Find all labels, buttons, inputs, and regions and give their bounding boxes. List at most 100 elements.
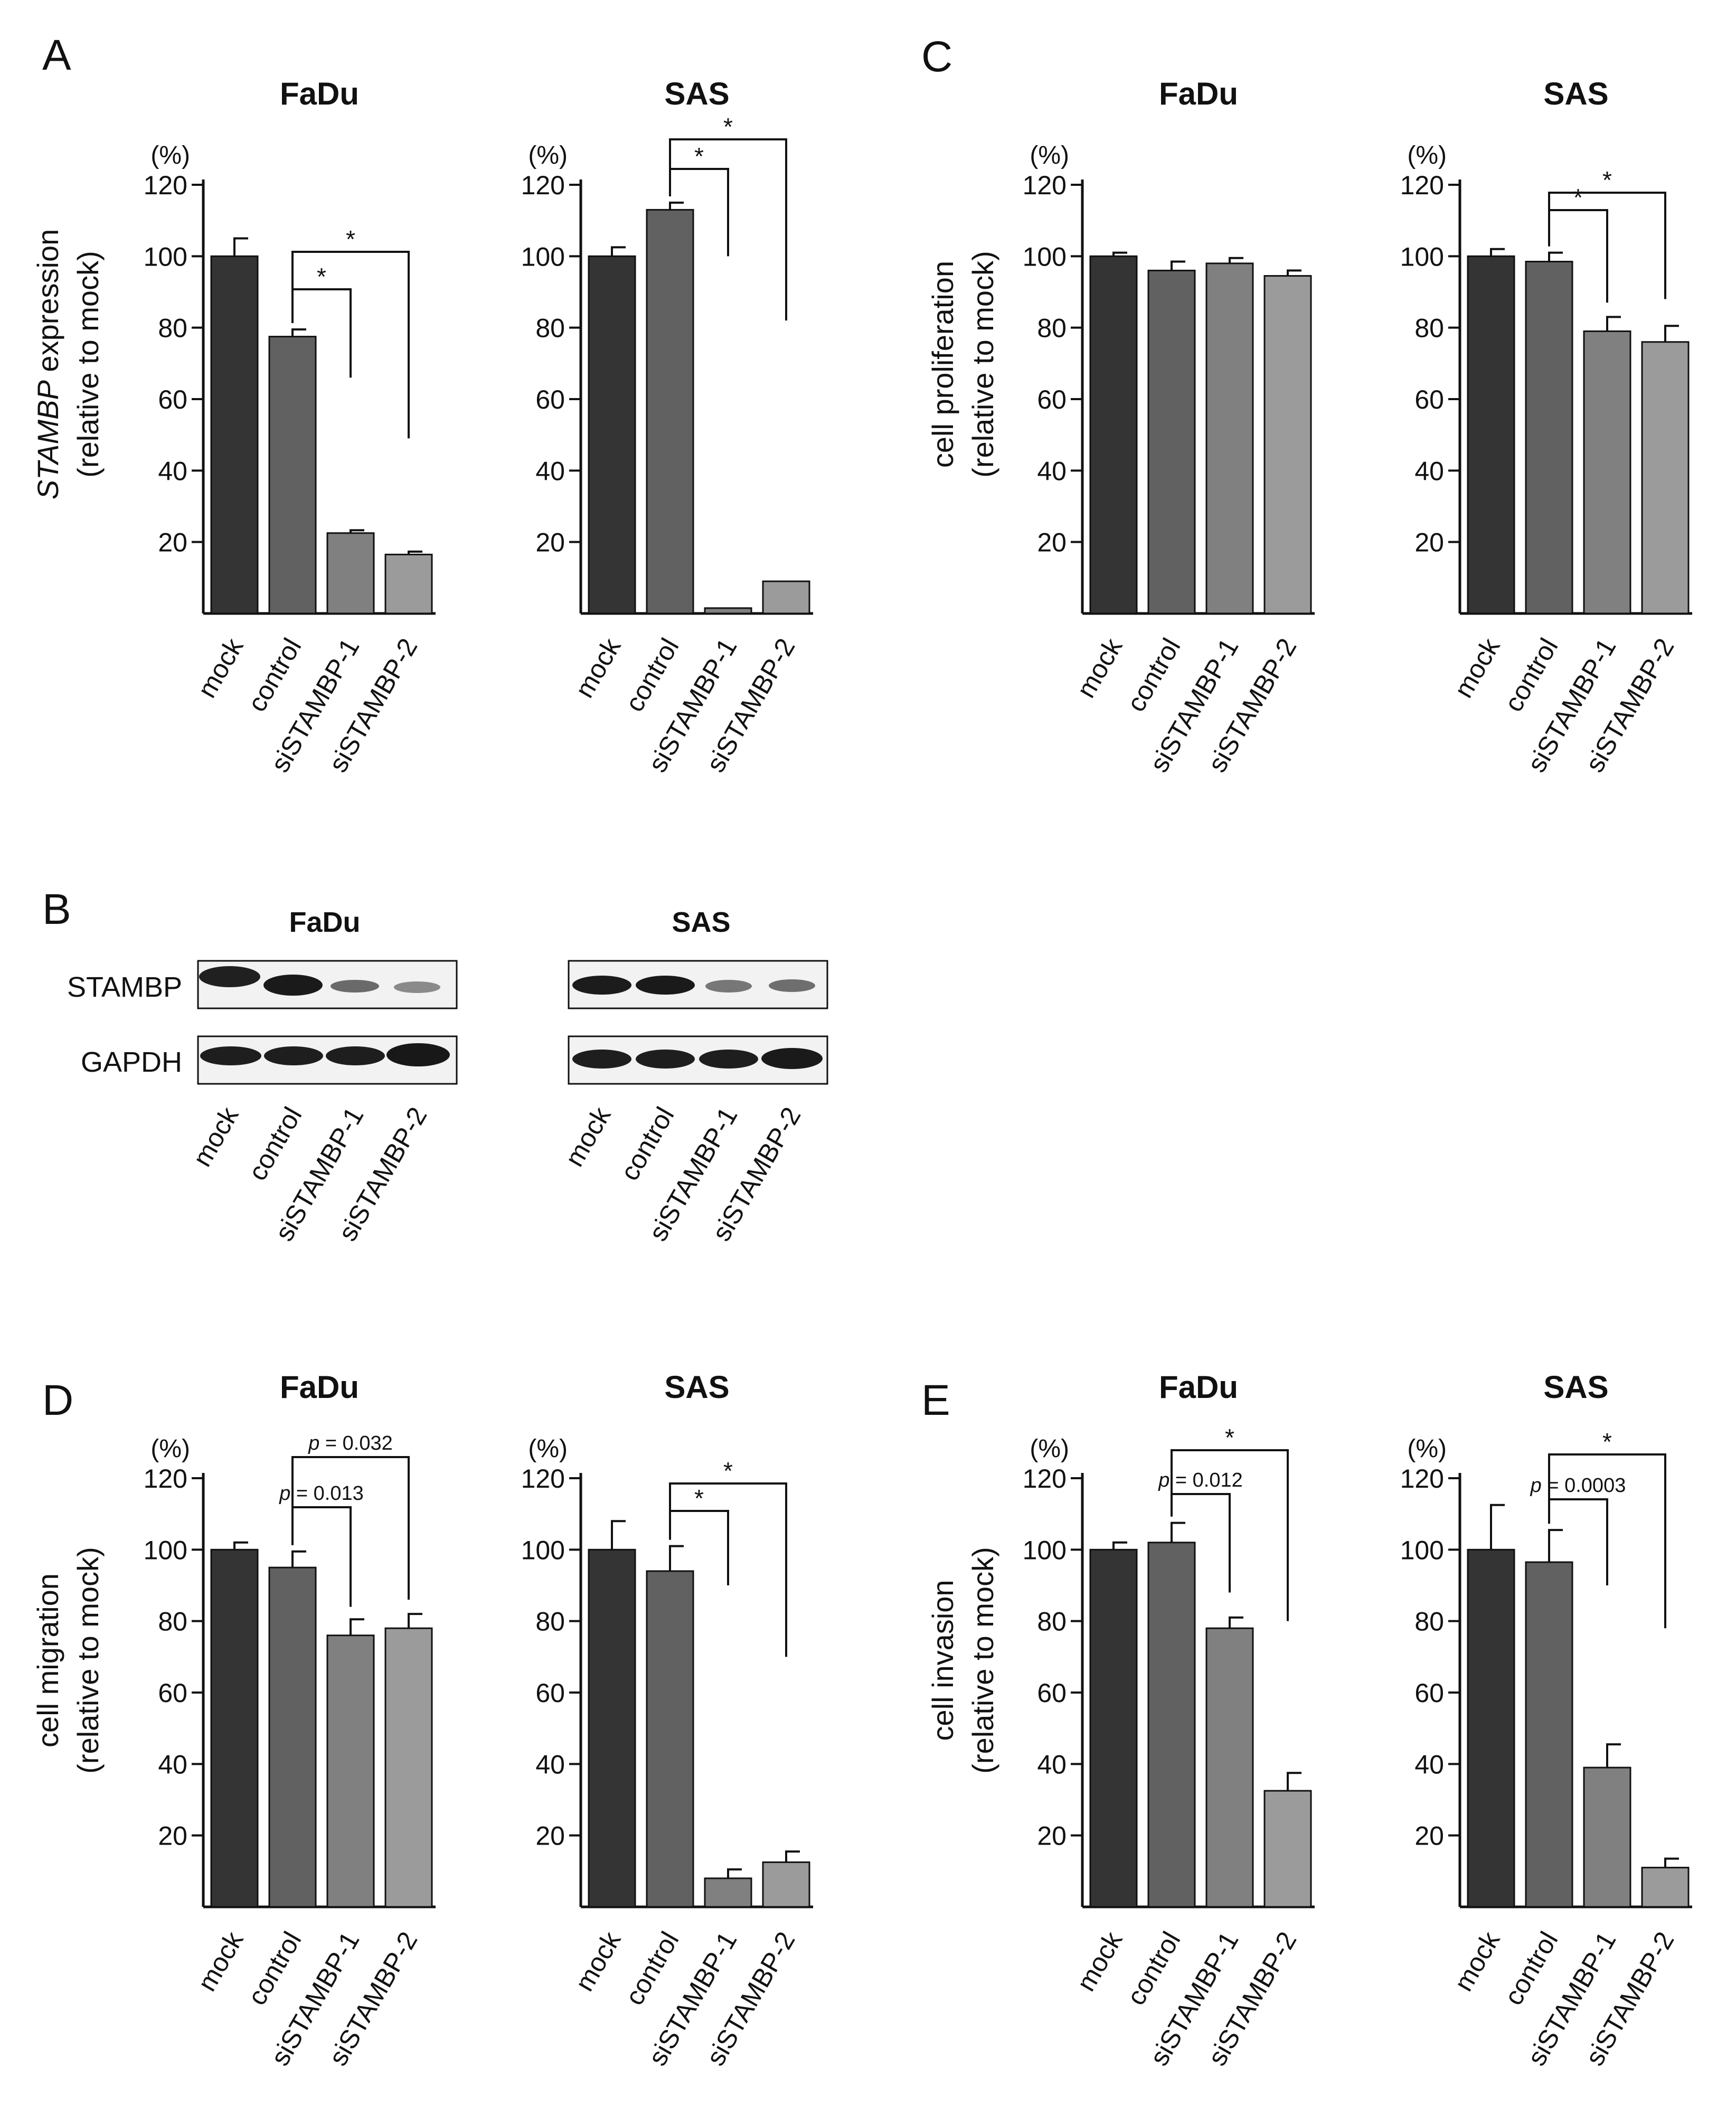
y-unit-label: (%) — [1407, 1435, 1447, 1463]
wb-band — [200, 1046, 261, 1065]
y-unit-label: (%) — [1407, 141, 1447, 169]
bar-sistambp-2 — [384, 553, 433, 615]
y-tick-label: 100 — [1023, 1535, 1067, 1565]
significance-label: * — [723, 1457, 733, 1485]
y-tick-label: 80 — [1414, 314, 1444, 343]
ylabel-a-rest: expression — [31, 229, 64, 380]
significance-label: p = 0.012 — [1158, 1469, 1243, 1491]
significance-label: p = 0.032 — [308, 1432, 393, 1454]
bar-sistambp-2 — [1641, 1867, 1690, 1908]
y-tick-label: 80 — [158, 1607, 187, 1637]
significance-bracket — [1548, 192, 1666, 299]
panel-letter-d: D — [42, 1376, 73, 1424]
ylabel-c: cell proliferation (relative to mock) — [926, 251, 999, 477]
bar-mock — [210, 255, 259, 615]
wb-label-gapdh: GAPDH — [81, 1046, 182, 1078]
wb-title-sas: SAS — [672, 906, 730, 938]
bar-sistambp-2 — [1641, 341, 1690, 615]
wb-band — [699, 1050, 758, 1069]
y-unit-label: (%) — [1030, 141, 1069, 169]
bar-mock — [1467, 1548, 1515, 1908]
bar-mock — [1089, 255, 1138, 615]
wb-band — [636, 1050, 695, 1069]
ylabel-a-line2: (relative to mock) — [71, 251, 105, 477]
x-tick-label: mock — [569, 633, 627, 703]
ylabel-d-line1: cell migration — [31, 1573, 64, 1747]
bar-mock — [588, 255, 636, 615]
wb-band — [331, 980, 379, 993]
y-tick-label: 20 — [1037, 1821, 1067, 1851]
chart-title: SAS — [664, 1369, 729, 1405]
y-tick-label: 80 — [535, 1607, 565, 1637]
y-tick-label: 100 — [1400, 242, 1444, 271]
significance-label: * — [346, 225, 355, 253]
bar-sistambp-1 — [704, 607, 752, 615]
wb-band — [769, 979, 815, 992]
x-tick-label: control — [619, 634, 685, 717]
bar-sistambp-1 — [1205, 262, 1254, 615]
ylabel-d-line2: (relative to mock) — [71, 1547, 105, 1773]
wb-lane-label: control — [615, 1102, 680, 1186]
bar-sistambp-2 — [762, 580, 810, 615]
ylabel-e-line1: cell invasion — [926, 1580, 959, 1741]
y-tick-label: 20 — [158, 1821, 187, 1851]
wb-band — [705, 980, 752, 993]
y-tick-label: 60 — [1414, 385, 1444, 414]
y-tick-label: 40 — [1037, 456, 1067, 486]
bar-control — [268, 336, 317, 615]
significance-bracket — [1171, 1449, 1289, 1621]
y-tick-label: 120 — [521, 171, 565, 200]
y-unit-label: (%) — [150, 1435, 190, 1463]
y-tick-label: 60 — [1037, 385, 1067, 414]
y-tick-label: 60 — [1414, 1678, 1444, 1708]
y-tick-label: 40 — [158, 1750, 187, 1779]
ylabel-e: cell invasion (relative to mock) — [926, 1547, 999, 1773]
bar-control — [646, 209, 694, 615]
y-tick-label: 40 — [158, 456, 187, 486]
chart-d-sas: SAS(%)20406080100120mockcontrolsiSTAMBP-… — [521, 1369, 813, 2071]
y-tick-label: 60 — [1037, 1678, 1067, 1708]
bar-control — [1525, 260, 1573, 615]
x-tick-label: mock — [1448, 1926, 1506, 1996]
y-tick-label: 20 — [1414, 1821, 1444, 1851]
y-tick-label: 120 — [1023, 1464, 1067, 1494]
x-tick-label: mock — [1071, 633, 1128, 703]
wb-band — [636, 976, 695, 995]
y-tick-label: 100 — [1400, 1535, 1444, 1565]
significance-label: p = 0.013 — [279, 1482, 364, 1505]
wb-band — [326, 1046, 385, 1065]
y-tick-label: 100 — [144, 1535, 187, 1565]
y-tick-label: 100 — [521, 242, 565, 271]
y-tick-label: 40 — [1414, 456, 1444, 486]
y-tick-label: 20 — [1414, 528, 1444, 557]
significance-label: * — [1573, 184, 1583, 211]
western-blot: FaDu SAS STAMBP GAPDH mockcontrolsiSTAMB… — [67, 906, 828, 1246]
ylabel-a-italic: STAMBP — [31, 380, 64, 499]
y-tick-label: 20 — [535, 1821, 565, 1851]
significance-label: * — [1225, 1424, 1234, 1451]
x-tick-label: control — [242, 1927, 307, 2010]
y-tick-label: 60 — [535, 385, 565, 414]
wb-band — [394, 981, 440, 993]
y-unit-label: (%) — [150, 141, 190, 169]
bar-sistambp-1 — [326, 532, 375, 615]
bar-mock — [210, 1548, 259, 1908]
bar-sistambp-1 — [1583, 330, 1631, 615]
wb-band — [264, 1046, 323, 1065]
significance-bracket — [669, 138, 787, 321]
chart-c-fadu: FaDu(%)20406080100120mockcontrolsiSTAMBP… — [1023, 76, 1315, 777]
wb-lane-label: control — [242, 1102, 308, 1186]
significance-label: * — [1602, 1428, 1612, 1456]
significance-bracket — [291, 251, 410, 439]
y-tick-label: 60 — [158, 385, 187, 414]
y-unit-label: (%) — [528, 1435, 568, 1463]
bar-sistambp-1 — [326, 1634, 375, 1908]
y-tick-label: 100 — [1023, 242, 1067, 271]
svg-text:STAMBP expression: STAMBP expression — [31, 229, 64, 499]
y-tick-label: 80 — [158, 314, 187, 343]
significance-label: * — [1602, 166, 1612, 194]
wb-band — [572, 1050, 631, 1069]
bar-mock — [1467, 255, 1515, 615]
bar-sistambp-2 — [1263, 1790, 1312, 1908]
